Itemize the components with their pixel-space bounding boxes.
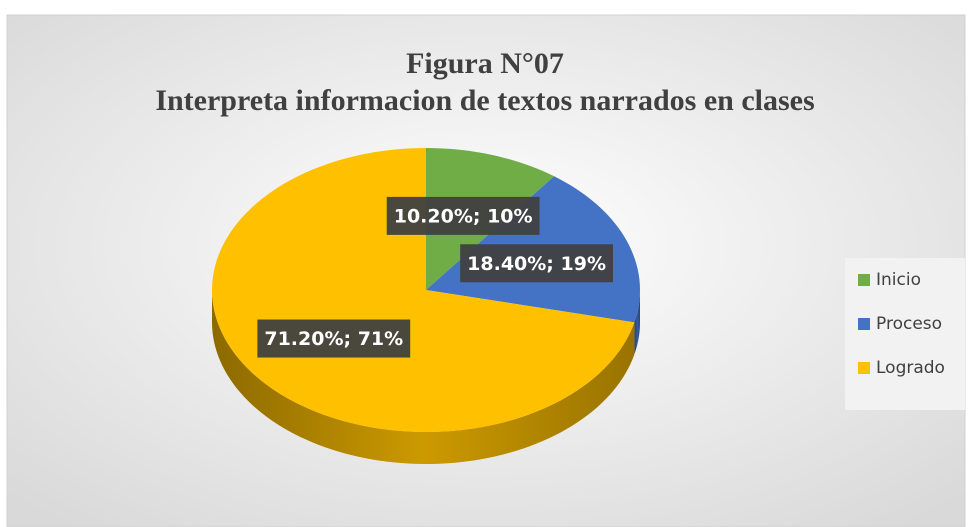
legend-swatch xyxy=(858,362,870,374)
legend-label: Inicio xyxy=(876,270,921,290)
legend-label: Logrado xyxy=(876,358,945,378)
pie-side-shade xyxy=(212,290,635,464)
data-label-box xyxy=(257,319,411,358)
data-label-box xyxy=(460,244,614,283)
data-label: 10.20%; 10% xyxy=(394,205,533,227)
chart-subtitle: Interpreta informacion de textos narrado… xyxy=(155,84,814,117)
data-label: 18.40%; 19% xyxy=(467,253,606,275)
legend-label: Proceso xyxy=(876,314,942,334)
data-label-box xyxy=(386,196,540,235)
data-label: 71.20%; 71% xyxy=(264,328,403,350)
chart-title: Figura N°07 xyxy=(406,47,564,80)
pie-slice xyxy=(212,148,635,432)
pie-side-shade xyxy=(634,290,640,355)
legend-swatch xyxy=(858,274,870,286)
legend-swatch xyxy=(858,318,870,330)
